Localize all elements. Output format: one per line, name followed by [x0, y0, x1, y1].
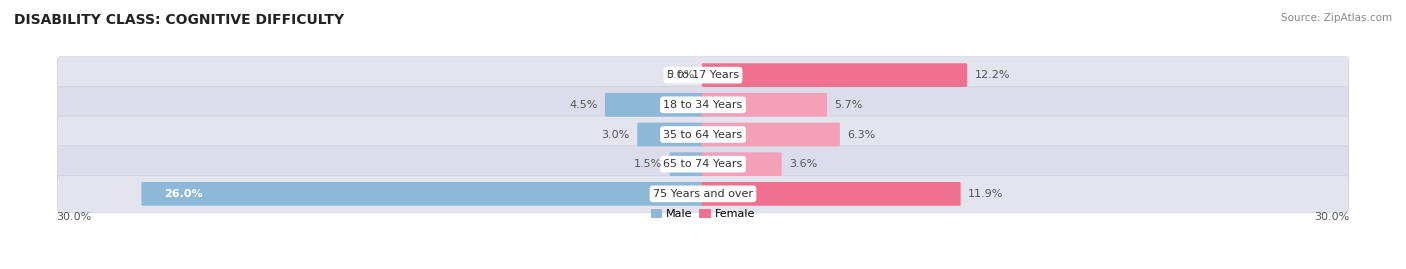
FancyBboxPatch shape — [58, 146, 1348, 183]
Text: 12.2%: 12.2% — [974, 70, 1010, 80]
Text: Source: ZipAtlas.com: Source: ZipAtlas.com — [1281, 13, 1392, 23]
FancyBboxPatch shape — [702, 123, 839, 146]
Text: 3.6%: 3.6% — [789, 159, 817, 169]
FancyBboxPatch shape — [702, 152, 782, 176]
Text: 30.0%: 30.0% — [1315, 212, 1350, 222]
FancyBboxPatch shape — [637, 123, 704, 146]
FancyBboxPatch shape — [702, 93, 827, 117]
Text: 6.3%: 6.3% — [848, 129, 876, 140]
FancyBboxPatch shape — [669, 152, 704, 176]
Text: 11.9%: 11.9% — [969, 189, 1004, 199]
Text: 5.7%: 5.7% — [835, 100, 863, 110]
FancyBboxPatch shape — [702, 182, 960, 206]
Text: 18 to 34 Years: 18 to 34 Years — [664, 100, 742, 110]
Legend: Male, Female: Male, Female — [647, 205, 759, 224]
Text: 4.5%: 4.5% — [569, 100, 598, 110]
Text: 3.0%: 3.0% — [602, 129, 630, 140]
FancyBboxPatch shape — [142, 182, 704, 206]
Text: DISABILITY CLASS: COGNITIVE DIFFICULTY: DISABILITY CLASS: COGNITIVE DIFFICULTY — [14, 13, 344, 27]
Text: 65 to 74 Years: 65 to 74 Years — [664, 159, 742, 169]
FancyBboxPatch shape — [58, 175, 1348, 212]
Text: 26.0%: 26.0% — [165, 189, 202, 199]
FancyBboxPatch shape — [58, 116, 1348, 153]
FancyBboxPatch shape — [58, 57, 1348, 94]
FancyBboxPatch shape — [605, 93, 704, 117]
FancyBboxPatch shape — [58, 86, 1348, 123]
Text: 1.5%: 1.5% — [634, 159, 662, 169]
Text: 30.0%: 30.0% — [56, 212, 91, 222]
Text: 75 Years and over: 75 Years and over — [652, 189, 754, 199]
FancyBboxPatch shape — [702, 63, 967, 87]
Text: 0.0%: 0.0% — [666, 70, 695, 80]
Text: 35 to 64 Years: 35 to 64 Years — [664, 129, 742, 140]
Text: 5 to 17 Years: 5 to 17 Years — [666, 70, 740, 80]
